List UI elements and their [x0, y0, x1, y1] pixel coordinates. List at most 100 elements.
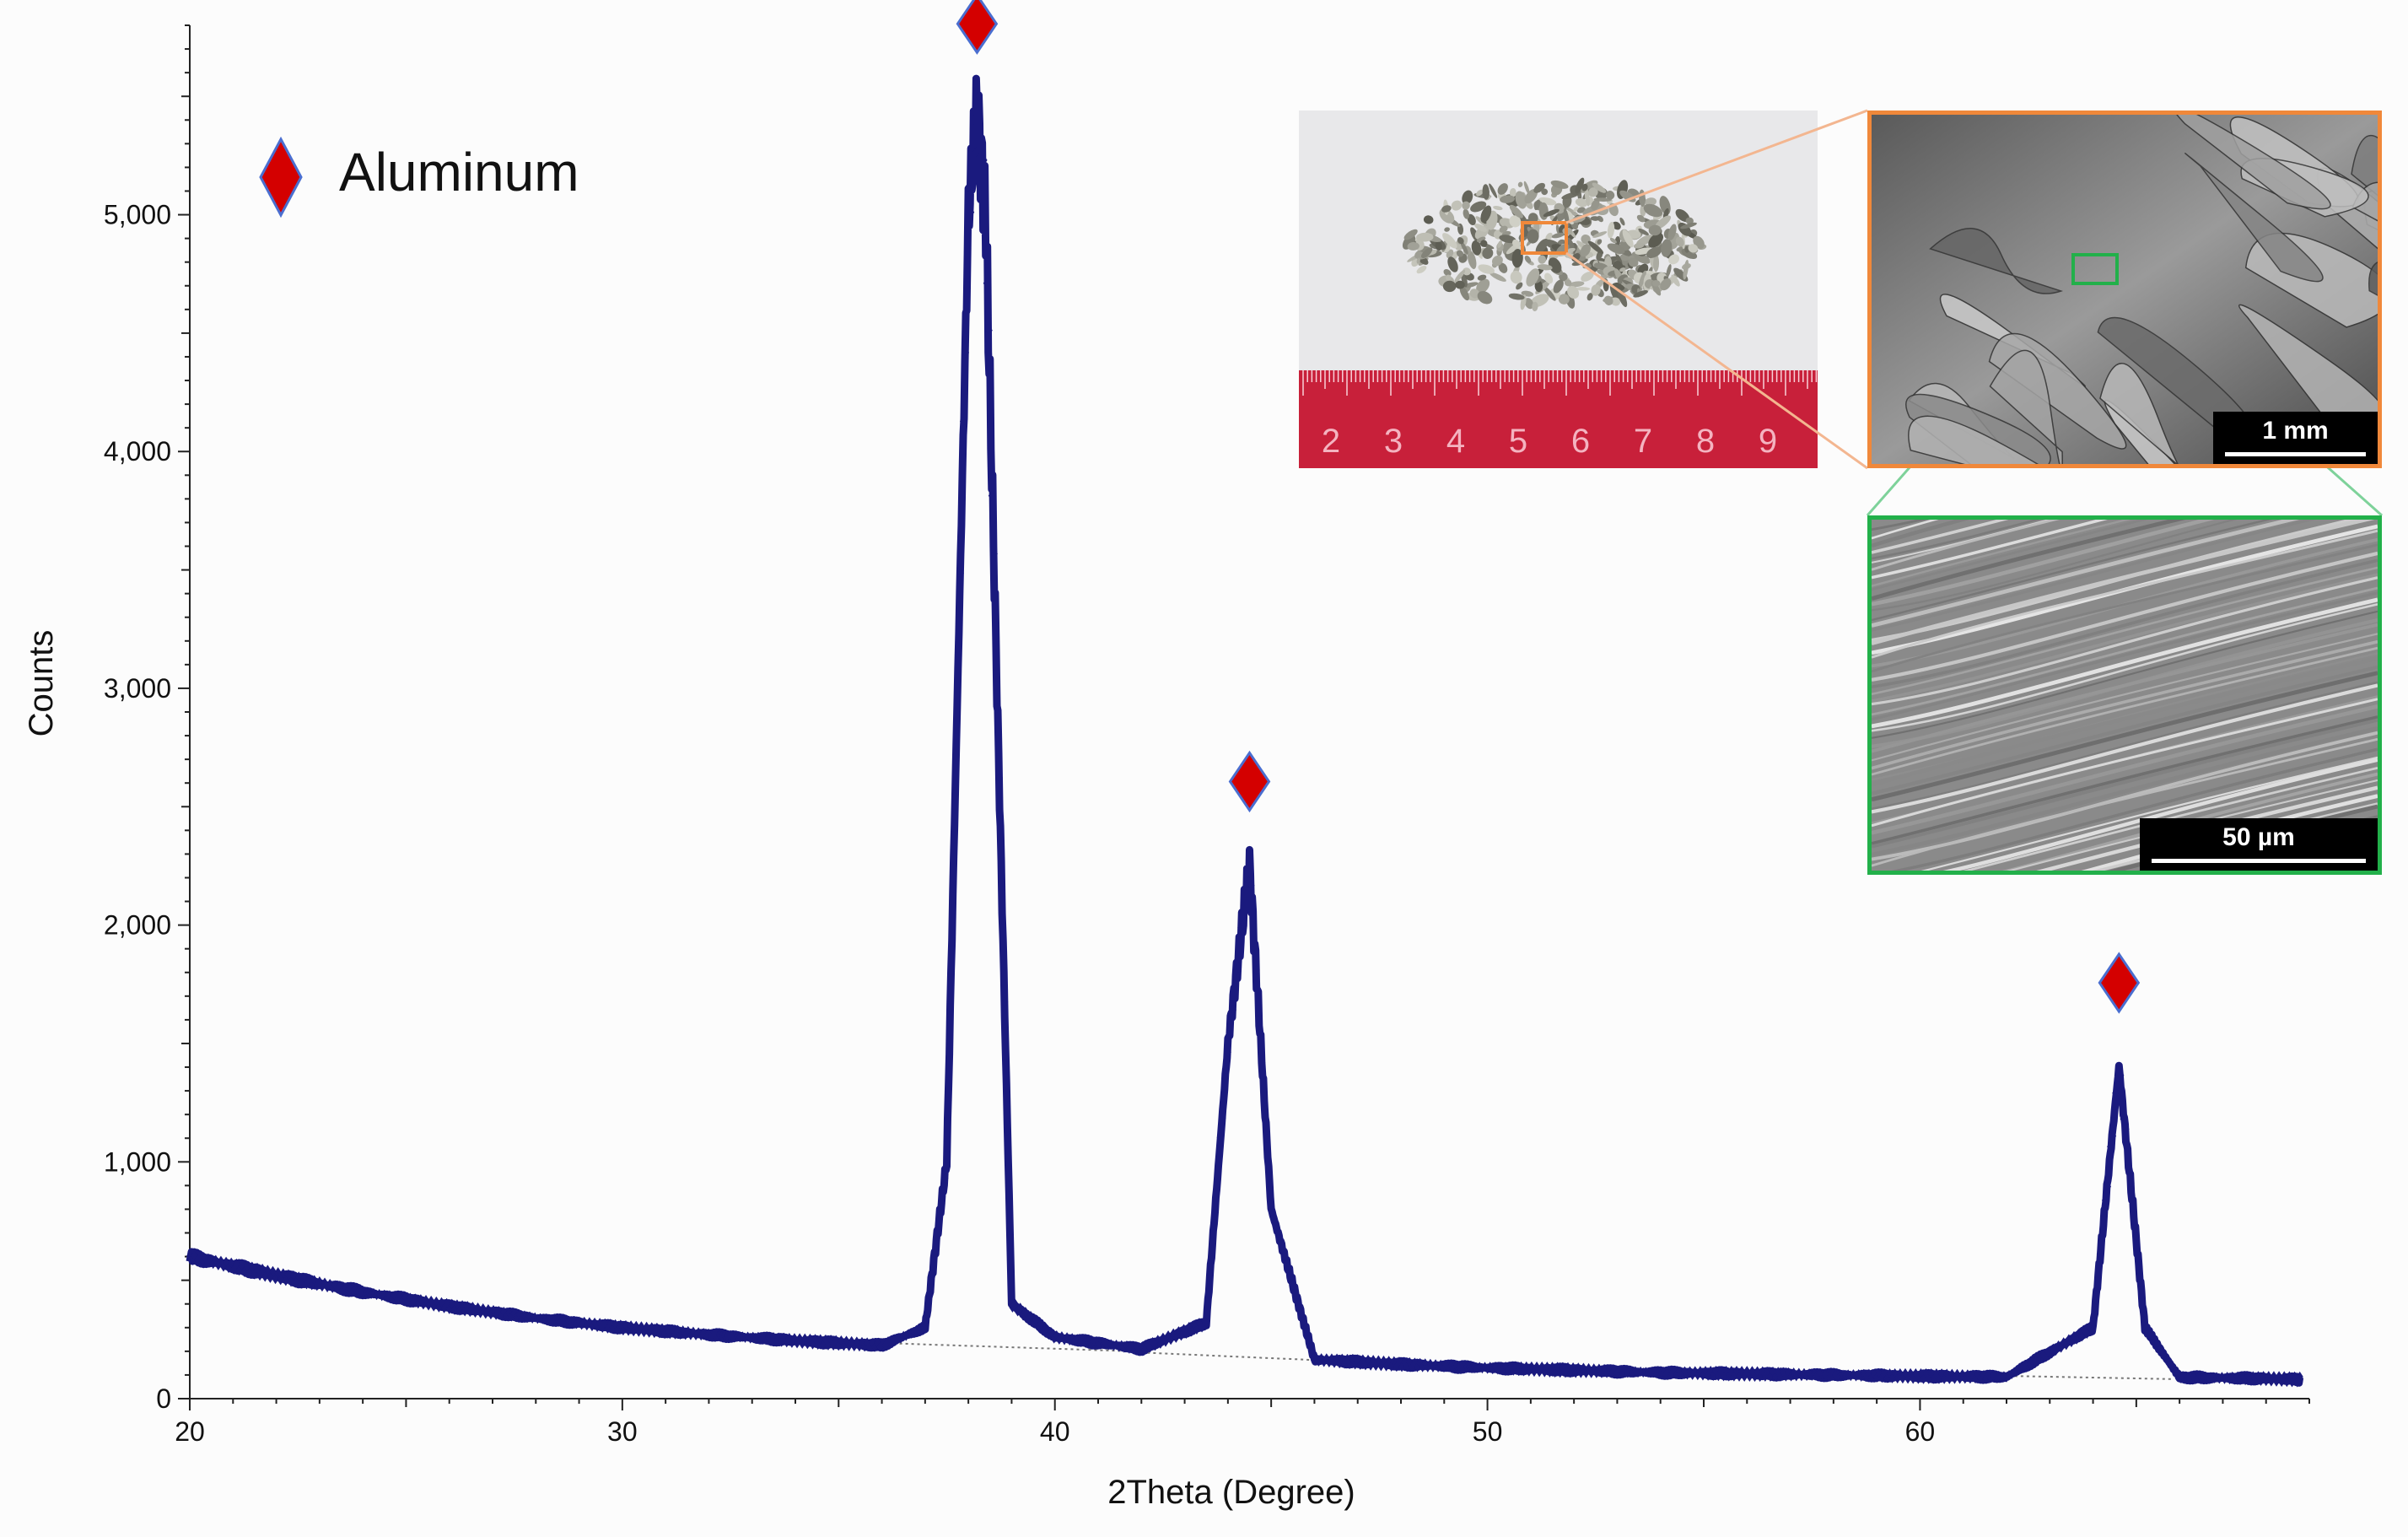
chip — [1633, 289, 1648, 298]
data-points — [186, 74, 2304, 1388]
data-point — [2088, 1325, 2096, 1336]
data-point — [2122, 1124, 2130, 1135]
data-point — [1255, 1016, 1263, 1027]
data-point — [1201, 1315, 1209, 1326]
chip — [1617, 289, 1628, 308]
flake — [2099, 363, 2179, 464]
striation — [1872, 520, 2186, 601]
data-point — [1211, 1200, 1219, 1211]
data-point — [1252, 965, 1260, 976]
chip — [1609, 283, 1619, 302]
data-point — [223, 1256, 230, 1267]
data-point — [929, 1268, 936, 1279]
flake — [2184, 153, 2324, 283]
chip — [1592, 182, 1607, 193]
chip — [1567, 285, 1580, 299]
striation — [2007, 779, 2378, 871]
flake — [2368, 262, 2378, 296]
striation — [1872, 520, 2215, 607]
striation — [1872, 704, 2378, 835]
data-point — [936, 1211, 944, 1222]
chip — [1509, 187, 1516, 197]
data-point — [978, 189, 985, 200]
sem-image-high-mag: 50 µm — [1867, 515, 2382, 875]
data-point — [1219, 1113, 1226, 1124]
data-point — [1247, 880, 1255, 891]
chip — [1603, 295, 1613, 305]
chip — [1680, 222, 1697, 229]
sem-image-low-mag: 1 mm — [1867, 111, 2382, 468]
striation — [1872, 520, 2149, 591]
chip — [1544, 272, 1554, 284]
y-tick-label: 0 — [156, 1383, 171, 1414]
data-point — [1281, 1252, 1289, 1263]
chip — [1421, 247, 1433, 258]
chip — [1591, 284, 1601, 296]
data-point — [2096, 1248, 2104, 1259]
data-point — [284, 1269, 292, 1280]
chip — [1482, 184, 1490, 200]
striation — [1872, 715, 2378, 845]
chip — [1415, 232, 1434, 242]
data-point — [1199, 1322, 1206, 1333]
data-point — [1260, 1097, 1268, 1108]
data-point — [272, 1274, 279, 1285]
chip — [1534, 280, 1543, 293]
data-point — [269, 1265, 277, 1276]
chip — [1607, 221, 1615, 239]
chip — [1524, 188, 1538, 204]
data-point — [1276, 1234, 1284, 1245]
data-point — [1294, 1297, 1301, 1308]
chip — [1619, 217, 1625, 226]
chip — [1455, 280, 1465, 289]
data-point — [1188, 1326, 1195, 1337]
striation — [1872, 573, 2378, 703]
chip — [1573, 207, 1579, 213]
data-point — [300, 1272, 308, 1283]
chip — [1646, 246, 1662, 258]
chip — [1688, 244, 1699, 253]
chip — [1592, 231, 1608, 238]
data-point — [1274, 1224, 1281, 1235]
striation — [1872, 520, 1939, 540]
chip — [1660, 278, 1672, 291]
striation — [1872, 520, 2061, 571]
data-point — [1001, 996, 1009, 1007]
chip — [1550, 180, 1569, 189]
scale-bar-50um: 50 µm — [2140, 818, 2378, 871]
chip — [1459, 286, 1469, 301]
chip — [1636, 214, 1646, 223]
chip — [1609, 237, 1617, 244]
chip — [1537, 264, 1553, 271]
data-point — [2125, 1164, 2132, 1175]
data-point — [2114, 1080, 2122, 1091]
data-point — [274, 1267, 282, 1278]
data-point — [2117, 1070, 2125, 1081]
data-point — [1206, 1270, 1214, 1281]
striation — [1872, 683, 2378, 814]
striation — [1872, 718, 2378, 849]
data-point — [238, 1259, 245, 1270]
chip — [1482, 247, 1494, 259]
data-point — [1263, 1133, 1271, 1144]
chip — [1666, 264, 1672, 278]
flake — [1929, 228, 2063, 294]
data-point — [233, 1258, 240, 1269]
data-point — [2153, 1338, 2161, 1349]
chip — [1587, 240, 1604, 254]
data-point — [1250, 936, 1258, 946]
chip — [1605, 191, 1615, 200]
chip — [1651, 279, 1661, 287]
striation — [1942, 758, 2378, 871]
chip — [1523, 181, 1530, 195]
striation — [1872, 520, 1970, 548]
scale-bar-1mm: 1 mm — [2213, 412, 2378, 464]
chip — [1553, 279, 1564, 294]
data-point — [970, 114, 978, 125]
chip — [1543, 285, 1556, 301]
chip — [1593, 262, 1608, 271]
data-point — [1230, 1005, 1237, 1016]
chip — [1675, 236, 1684, 247]
data-point — [1307, 1340, 1315, 1351]
striation — [1872, 520, 2009, 554]
